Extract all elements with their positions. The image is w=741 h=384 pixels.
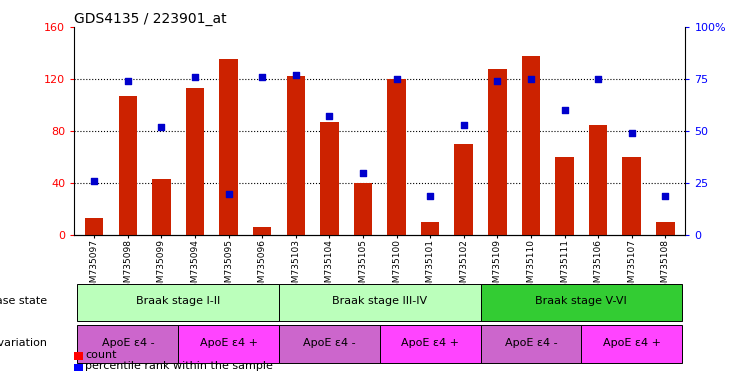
Point [357,170,369,176]
Bar [253,227,271,235]
Bar [152,179,170,235]
Bar [581,325,682,363]
Bar [388,79,406,235]
Text: ApoE ε4 -: ApoE ε4 - [303,338,356,348]
Point [625,130,637,136]
Point [424,192,436,199]
Bar [119,96,137,235]
Bar [480,283,682,321]
Bar [320,122,339,235]
Bar [421,222,439,235]
Text: ApoE ε4 +: ApoE ε4 + [602,338,661,348]
Point [391,76,402,82]
Bar [219,60,238,235]
Bar [279,283,480,321]
Point [189,74,201,80]
Point [525,76,536,82]
Bar [589,124,608,235]
Point [88,178,100,184]
Text: disease state: disease state [0,296,47,306]
Point [491,78,503,84]
Point [458,122,470,128]
Bar [78,283,279,321]
Bar [78,325,179,363]
Bar [85,218,104,235]
Bar [379,325,480,363]
Bar [353,183,372,235]
Point [122,78,134,84]
Text: percentile rank within the sample: percentile rank within the sample [85,361,273,371]
Text: count: count [85,350,117,360]
Bar [279,325,380,363]
Point [223,190,235,197]
Text: ApoE ε4 -: ApoE ε4 - [505,338,557,348]
Text: Braak stage V-VI: Braak stage V-VI [536,296,627,306]
Point [592,76,604,82]
Text: Braak stage III-IV: Braak stage III-IV [332,296,428,306]
Point [559,107,571,113]
Text: ApoE ε4 +: ApoE ε4 + [199,338,258,348]
Point [659,192,671,199]
Point [290,72,302,78]
Bar [488,68,507,235]
Text: GDS4135 / 223901_at: GDS4135 / 223901_at [74,12,227,26]
Bar [454,144,473,235]
Bar [287,76,305,235]
Point [256,74,268,80]
Bar [522,56,540,235]
Text: ApoE ε4 -: ApoE ε4 - [102,338,154,348]
Bar [555,157,574,235]
Bar [480,325,581,363]
Bar [186,88,205,235]
Bar [656,222,674,235]
Text: ApoE ε4 +: ApoE ε4 + [401,338,459,348]
Text: genotype/variation: genotype/variation [0,338,47,348]
Point [156,124,167,130]
Bar [622,157,641,235]
Text: Braak stage I-II: Braak stage I-II [136,296,220,306]
Point [324,113,336,119]
Bar [179,325,279,363]
